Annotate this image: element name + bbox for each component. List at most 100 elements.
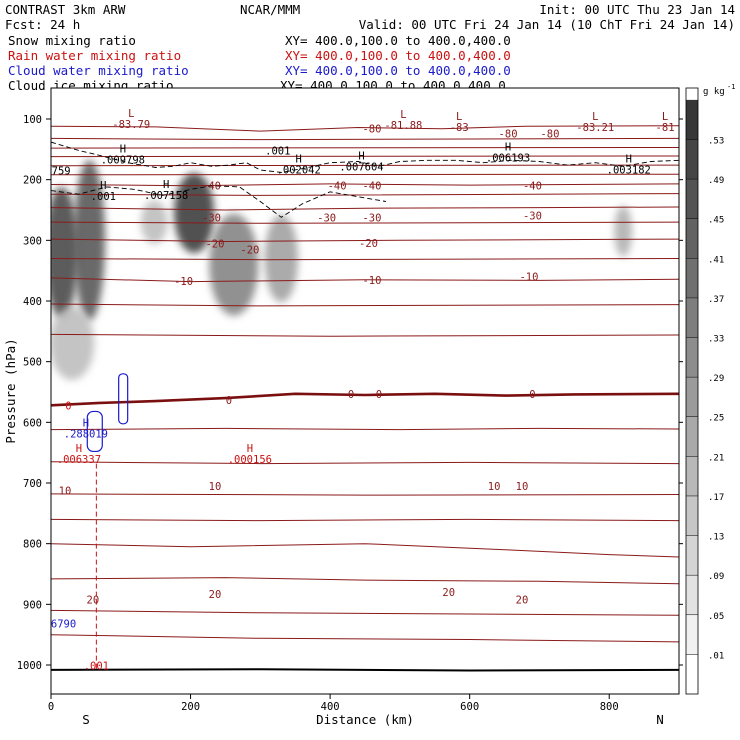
extremum-marker: H <box>100 180 106 192</box>
isotherm-line <box>51 518 679 522</box>
extremum-marker: H <box>626 153 632 165</box>
x-end-label-left: S <box>82 712 90 727</box>
colorbar-level-label: .49 <box>708 176 724 186</box>
extremum-marker: L <box>662 111 668 123</box>
colorbar-level-label: .33 <box>708 335 724 345</box>
colorbar-level-label: .41 <box>708 255 724 265</box>
contour-value-label: 10 <box>209 481 222 493</box>
extremum-value: .009798 <box>101 155 145 167</box>
isotherm-line <box>51 173 679 176</box>
colorbar-swatch <box>686 258 698 298</box>
field-rain-xy: XY= 400.0,100.0 to 400.0,400.0 <box>285 48 511 63</box>
contour-value-label: -30 <box>202 212 221 224</box>
isotherm-line <box>51 155 679 158</box>
colorbar-swatch <box>686 416 698 457</box>
contour-value-label: 10 <box>488 481 501 493</box>
y-tick-label: 400 <box>23 296 42 308</box>
contour-value-label: 10 <box>516 481 529 493</box>
isotherm-line <box>51 206 679 211</box>
y-tick-label: 600 <box>23 417 42 429</box>
snow-shading-cell <box>140 200 168 244</box>
extremum-value: .001 <box>91 191 116 203</box>
y-tick-label: 100 <box>23 114 42 126</box>
contour-value-label: -20 <box>205 238 224 250</box>
cloud-ice-contour <box>51 141 679 173</box>
extremum-value: .006337 <box>57 454 101 466</box>
colorbar-swatch <box>686 654 698 694</box>
y-tick-label: 500 <box>23 357 42 369</box>
contour-value-label: -30 <box>317 212 336 224</box>
y-tick-label: 200 <box>23 175 42 187</box>
extremum-marker: H <box>505 141 511 153</box>
x-tick-label: 0 <box>48 701 54 713</box>
contour-value-label: -80 <box>499 129 518 141</box>
colorbar-swatch <box>686 575 698 615</box>
extremum-value: .007158 <box>144 190 188 202</box>
extremum-marker: L <box>400 109 406 121</box>
colorbar-swatch <box>686 218 698 259</box>
snow-shading-cell <box>51 307 95 380</box>
isotherm-line <box>51 164 679 167</box>
colorbar-level-label: .09 <box>708 572 724 582</box>
forecast-hour: Fcst: 24 h <box>5 17 80 32</box>
extremum-marker: H <box>83 417 89 429</box>
colorbar-level-label: .29 <box>708 374 724 384</box>
plot-background <box>51 88 679 694</box>
isotherm-line <box>51 634 679 643</box>
plot-area: L-83.79L-81.88L-83L-83.21L-81H.009798 H.0… <box>45 108 679 673</box>
x-tick-label: 600 <box>460 701 479 713</box>
colorbar: .01 .05 .09 .13 .17 .21 .25 .29 .33 .37 .41 .45 .49.… <box>685 87 724 695</box>
x-tick-label: 400 <box>321 701 340 713</box>
colorbar-swatch <box>686 535 698 576</box>
isotherm-line <box>51 543 679 558</box>
contour-value-label: -40 <box>328 181 347 193</box>
colorbar-level-label: .01 <box>708 651 724 661</box>
x-end-label-right: N <box>656 712 664 727</box>
colorbar-swatch <box>686 179 698 219</box>
init-time: Init: 00 UTC Thu 23 Jan 14 <box>539 2 735 17</box>
isotherm-line <box>51 493 679 496</box>
colorbar-level-label: .17 <box>708 493 724 503</box>
extremum-value: .006193 <box>486 152 530 164</box>
center-title: NCAR/MMM <box>240 2 300 17</box>
contour-value-label: 6759 <box>45 166 70 178</box>
contour-value-label: -40 <box>523 181 542 193</box>
model-title: CONTRAST 3km ARW <box>5 2 126 17</box>
contour-value-label: -40 <box>202 181 221 193</box>
y-tick-label: 300 <box>23 235 42 247</box>
colorbar-swatch <box>686 456 698 496</box>
contour-value-label: 0 <box>65 400 71 412</box>
contour-value-label: 0 <box>529 389 535 401</box>
colorbar-level-label: .25 <box>708 414 724 424</box>
contour-value-label: 0 <box>376 389 382 401</box>
field-snow-xy: XY= 400.0,100.0 to 400.0,400.0 <box>285 33 511 48</box>
contour-value-label: -80 <box>362 124 381 136</box>
extremum-value: .007604 <box>339 161 383 173</box>
colorbar-swatch <box>686 614 698 655</box>
isotherm-line <box>51 147 679 149</box>
extremum-value: .288019 <box>64 428 108 440</box>
colorbar-unit: g kg <box>703 87 725 97</box>
field-rain-label: Rain water mixing ratio <box>8 48 181 63</box>
isotherm-line <box>51 183 679 187</box>
contour-value-label: 0 <box>226 395 232 407</box>
extremum-marker: H <box>163 179 169 191</box>
contour-value-label: -10 <box>519 272 538 284</box>
contour-value-label: -10 <box>174 276 193 288</box>
x-tick-label: 200 <box>181 701 200 713</box>
colorbar-level-label: .53 <box>708 136 724 146</box>
contour-value-label: -40 <box>362 181 381 193</box>
contour-value-label: -10 <box>362 275 381 287</box>
extremum-marker: L <box>128 108 134 120</box>
isotherm-line <box>51 277 679 283</box>
y-tick-label: 900 <box>23 599 42 611</box>
isotherm-line <box>51 427 679 431</box>
colorbar-frame <box>685 87 699 695</box>
contour-value-label: 0 <box>348 389 354 401</box>
y-tick-label: 800 <box>23 539 42 551</box>
isotherm-line <box>51 577 679 585</box>
cloud-water-contour <box>86 410 103 453</box>
field-cloud-water-xy: XY= 400.0,100.0 to 400.0,400.0 <box>285 63 511 78</box>
extremum-marker: H <box>120 144 126 156</box>
